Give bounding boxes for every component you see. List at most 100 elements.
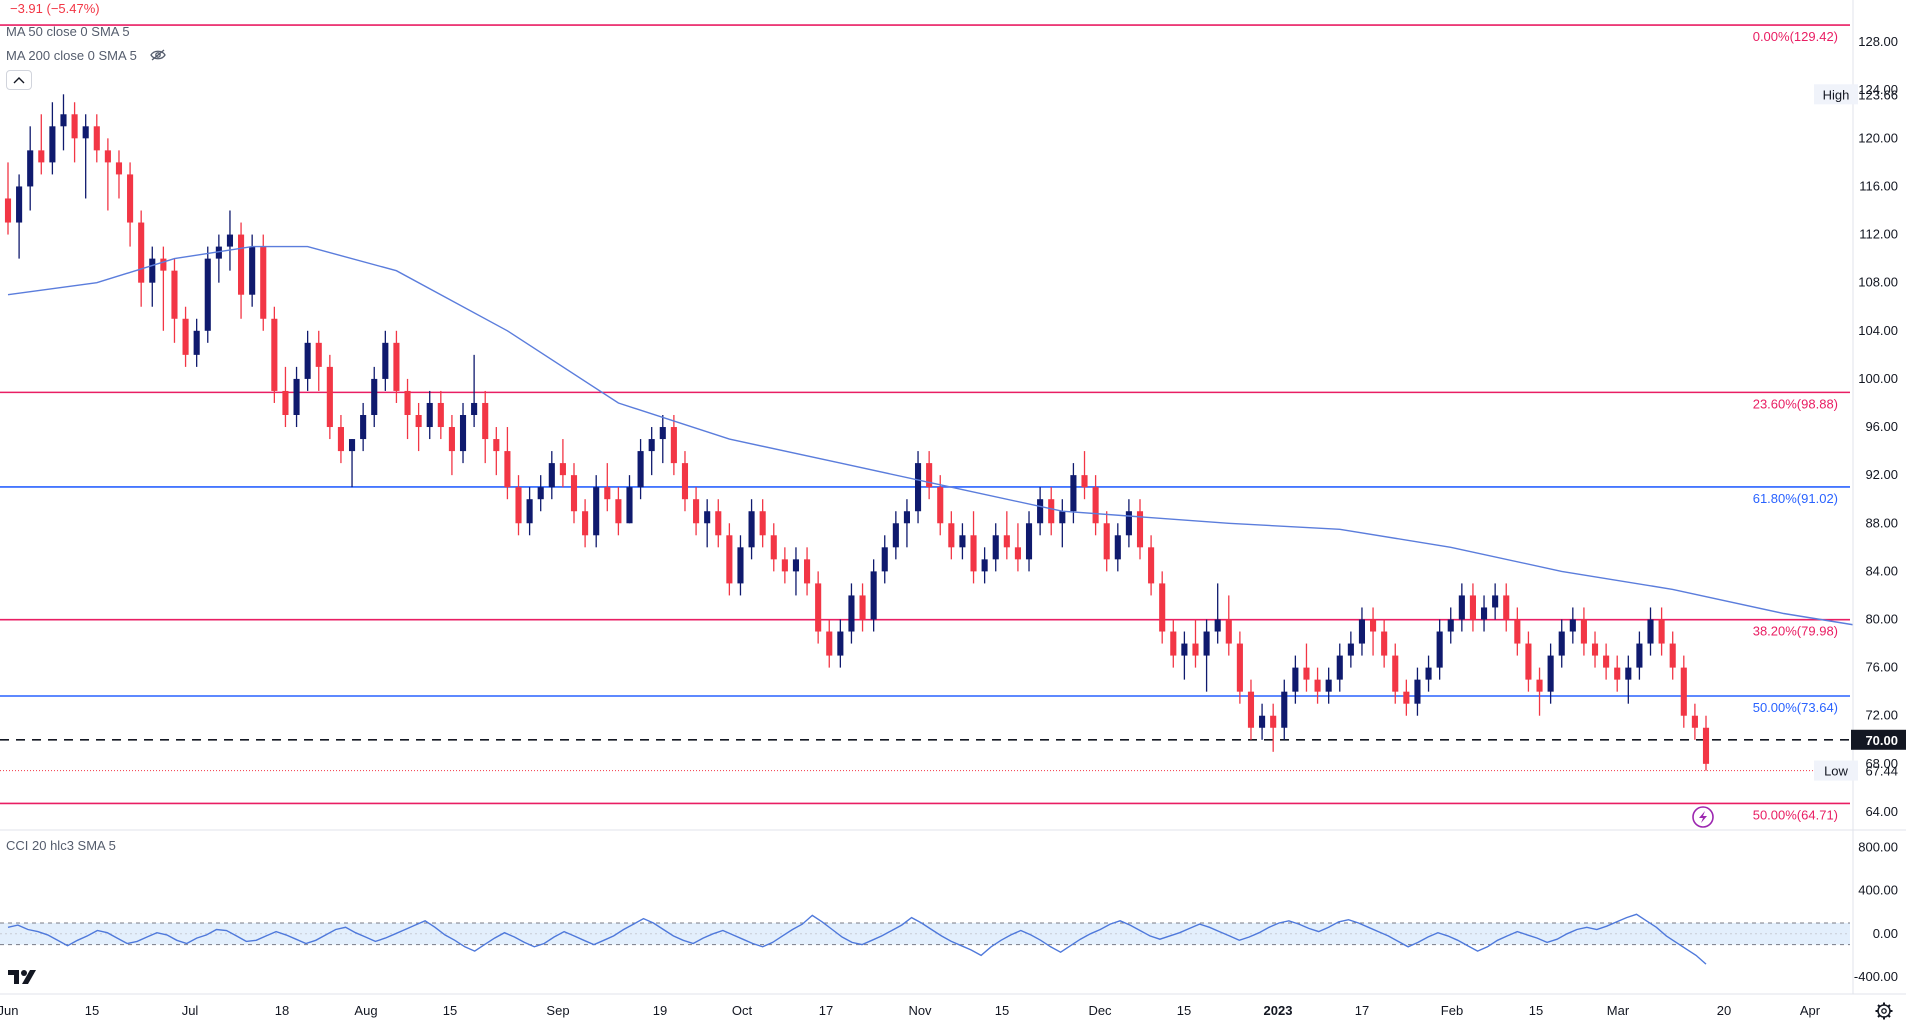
candle-down[interactable] — [759, 499, 766, 548]
candle-up[interactable] — [1436, 619, 1443, 680]
candle-up[interactable] — [371, 366, 378, 428]
candle-up[interactable] — [626, 475, 633, 524]
cci-pane[interactable] — [0, 913, 1850, 965]
candle-down[interactable] — [1614, 655, 1621, 692]
candle-up[interactable] — [737, 535, 744, 596]
candle-down[interactable] — [238, 222, 245, 319]
candle-up[interactable] — [1114, 523, 1121, 572]
candle-up[interactable] — [348, 439, 356, 488]
ma50-line[interactable] — [7, 245, 1906, 662]
candle-up[interactable] — [848, 583, 855, 644]
candle-down[interactable] — [1370, 607, 1377, 656]
candle-up[interactable] — [1336, 643, 1343, 692]
candle-down[interactable] — [1159, 571, 1166, 644]
candle-down[interactable] — [260, 234, 267, 331]
candle-down[interactable] — [948, 511, 955, 560]
candle-down[interactable] — [693, 487, 700, 536]
candle-down[interactable] — [715, 499, 722, 548]
candle-down[interactable] — [1381, 619, 1388, 668]
candle-up[interactable] — [792, 547, 800, 596]
candle-up[interactable] — [1447, 607, 1454, 644]
candle-down[interactable] — [826, 619, 833, 668]
candle-up[interactable] — [1558, 619, 1565, 668]
candle-up[interactable] — [1070, 463, 1077, 524]
candle-up[interactable] — [193, 318, 200, 367]
candle-up[interactable] — [304, 330, 311, 391]
candle-down[interactable] — [404, 378, 411, 440]
candle-up[interactable] — [293, 366, 300, 428]
cci-line[interactable] — [7, 913, 1707, 965]
candle-down[interactable] — [1669, 631, 1676, 680]
price-pane[interactable]: 0.00%(129.42) 23.60%(98.88) 61.80%(91.02) 3… — [0, 24, 1906, 828]
candle-up[interactable] — [637, 439, 644, 500]
candle-down[interactable] — [1192, 619, 1199, 668]
candle-down[interactable] — [1580, 607, 1587, 656]
cci-legend[interactable]: CCI 20 hlc3 SMA 5 — [6, 838, 116, 853]
candle-up[interactable] — [471, 354, 478, 428]
candle-down[interactable] — [815, 571, 822, 644]
candle-down[interactable] — [1392, 643, 1399, 704]
candle-down[interactable] — [504, 427, 511, 500]
ma50-legend[interactable]: MA 50 close 0 SMA 5 — [6, 24, 130, 39]
candle-down[interactable] — [570, 463, 578, 524]
eye-off-icon[interactable] — [150, 49, 167, 65]
candle-up[interactable] — [1203, 619, 1210, 692]
candle-down[interactable] — [437, 390, 444, 440]
candle-up[interactable] — [526, 487, 533, 536]
candle-up[interactable] — [1425, 655, 1432, 692]
candle-up[interactable] — [49, 102, 56, 175]
candle-up[interactable] — [27, 126, 34, 211]
candle-down[interactable] — [71, 102, 78, 163]
candle-down[interactable] — [1503, 583, 1510, 632]
candle-down[interactable] — [115, 150, 123, 199]
candle-down[interactable] — [1514, 607, 1521, 656]
candle-up[interactable] — [360, 402, 367, 452]
candle-up[interactable] — [981, 547, 988, 584]
candle-up[interactable] — [837, 619, 844, 668]
candle-down[interactable] — [38, 114, 45, 175]
candle-down[interactable] — [1081, 451, 1088, 500]
candle-up[interactable] — [1347, 631, 1354, 668]
candle-up[interactable] — [648, 427, 655, 476]
candle-down[interactable] — [1136, 499, 1144, 560]
settings-gear-icon[interactable] — [1875, 1002, 1893, 1020]
candle-down[interactable] — [393, 330, 400, 403]
candle-up[interactable] — [1625, 655, 1632, 704]
candle-down[interactable] — [926, 451, 933, 500]
candle-up[interactable] — [1647, 607, 1654, 656]
candle-down[interactable] — [1680, 655, 1687, 728]
candle-down[interactable] — [337, 415, 344, 464]
candle-down[interactable] — [1225, 595, 1232, 656]
candle-up[interactable] — [1125, 499, 1132, 548]
ma200-legend[interactable]: MA 200 close 0 SMA 5 — [6, 48, 167, 65]
candle-down[interactable] — [770, 523, 777, 572]
candle-down[interactable] — [493, 427, 500, 476]
candle-up[interactable] — [1569, 607, 1576, 644]
candle-down[interactable] — [859, 583, 866, 632]
candle-down[interactable] — [1591, 631, 1599, 668]
candle-up[interactable] — [226, 210, 234, 271]
candle-down[interactable] — [1003, 511, 1010, 560]
candle-down[interactable] — [127, 162, 134, 247]
candle-down[interactable] — [1247, 679, 1255, 740]
tradingview-logo-icon[interactable] — [8, 970, 36, 984]
candle-down[interactable] — [1691, 703, 1698, 740]
candle-down[interactable] — [1658, 607, 1665, 656]
candle-down[interactable] — [970, 511, 977, 584]
candle-up[interactable] — [914, 451, 922, 524]
candle-up[interactable] — [748, 499, 755, 560]
candle-up[interactable] — [1259, 703, 1266, 740]
candle-up[interactable] — [1414, 667, 1421, 716]
candle-down[interactable] — [1403, 679, 1410, 716]
candle-down[interactable] — [1536, 667, 1543, 716]
candle-up[interactable] — [1358, 607, 1366, 656]
candle-down[interactable] — [615, 487, 622, 536]
candle-down[interactable] — [582, 499, 589, 548]
candle-up[interactable] — [249, 234, 256, 307]
candle-down[interactable] — [1314, 667, 1321, 704]
candle-down[interactable] — [1270, 703, 1277, 752]
candle-down[interactable] — [670, 415, 677, 476]
candle-up[interactable] — [16, 174, 23, 259]
candle-down[interactable] — [315, 330, 322, 391]
